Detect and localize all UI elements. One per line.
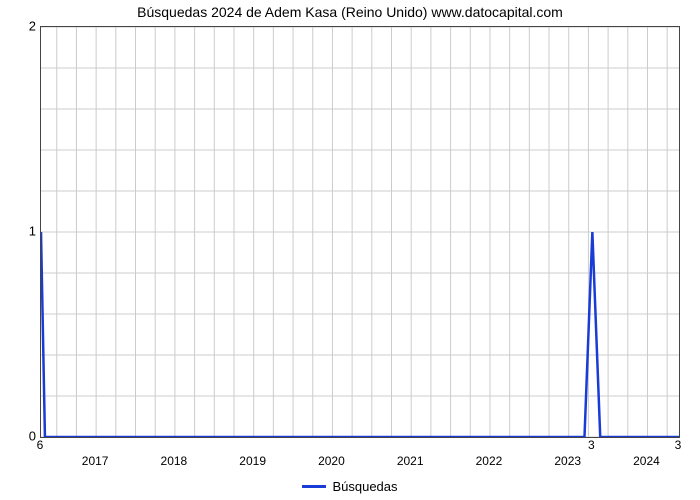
x-tick-label: 2018 [161,454,188,468]
legend: Búsquedas [0,475,700,494]
x-tick-label: 2020 [318,454,345,468]
data-point-label: 3 [588,438,595,452]
x-tick-label: 2023 [554,454,581,468]
x-tick-label: 2021 [397,454,424,468]
y-tick-label: 0 [20,429,36,444]
line-chart: Búsquedas 2024 de Adem Kasa (Reino Unido… [0,0,700,500]
x-tick-label: 2024 [633,454,660,468]
x-tick-label: 2017 [82,454,109,468]
chart-title: Búsquedas 2024 de Adem Kasa (Reino Unido… [0,4,700,20]
plot-area [40,26,680,438]
legend-item: Búsquedas [302,479,397,494]
x-tick-label: 2019 [239,454,266,468]
x-tick-label: 2022 [476,454,503,468]
series-line [41,27,679,437]
data-point-label: 3 [675,438,682,452]
y-tick-label: 2 [20,19,36,34]
y-tick-label: 1 [20,224,36,239]
data-point-label: 6 [37,438,44,452]
legend-swatch [302,485,326,488]
legend-label: Búsquedas [332,479,397,494]
